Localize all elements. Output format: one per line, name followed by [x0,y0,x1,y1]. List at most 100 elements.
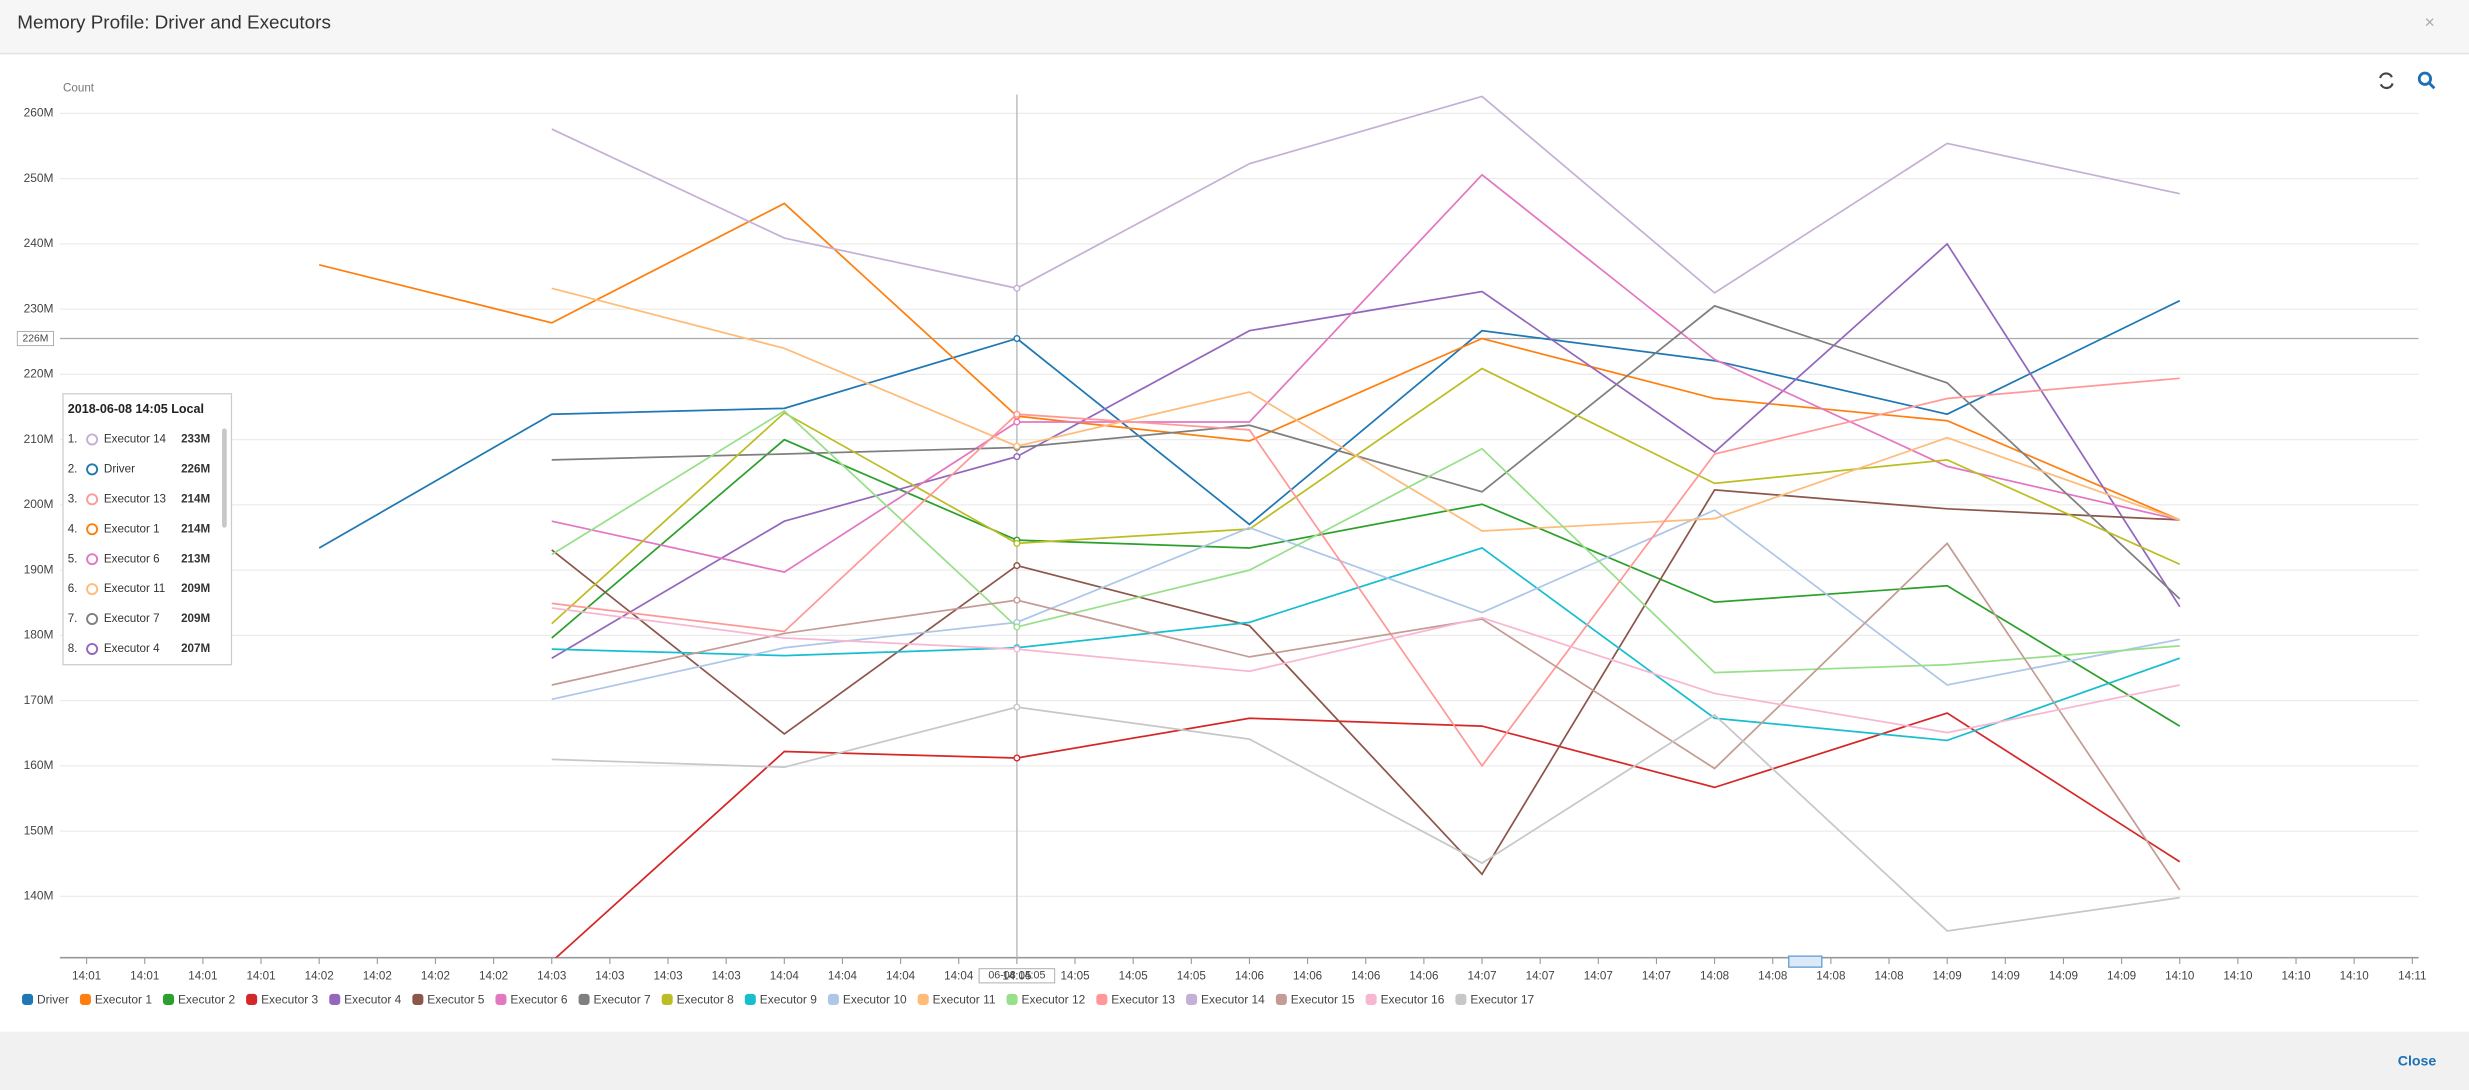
hover-point [1013,645,1021,653]
series-line [551,547,2181,742]
x-tick-label: 14:04 [944,970,974,983]
x-tick-label: 14:08 [1874,970,1903,983]
tooltip-value: 207M [181,642,210,655]
tooltip-value: 209M [181,582,210,595]
tooltip-value: 233M [181,433,210,446]
legend-swatch[interactable] [412,993,424,1005]
tooltip-marker [86,463,99,476]
hover-point [1013,539,1021,547]
y-tick-label: 260M [24,106,54,120]
x-tick-label: 14:10 [2165,970,2195,983]
x-tick-label: 14:08 [1758,970,1787,983]
tooltip-name: Driver [104,462,135,475]
legend-swatch[interactable] [22,993,34,1005]
legend-swatch[interactable] [79,993,91,1005]
legend-swatch[interactable] [1006,993,1018,1005]
tooltip-marker [86,523,99,536]
tooltip: 2018-06-08 14:05 Local 1. Executor 14 233M 2… [62,393,233,666]
legend-swatch[interactable] [1096,993,1108,1005]
close-icon[interactable]: × [2425,12,2435,32]
header [0,0,2469,54]
overlay: 06-08 14:05 Driver Executor 1 Executor 2 Exe… [22,393,1534,1006]
x-tick-label: 14:06 [1409,970,1438,983]
x-tick-label: 14:05 [1060,970,1089,983]
series-line [551,706,2180,932]
tooltip-rank: 4. [68,522,78,535]
x-tick-label: 14:06 [1351,970,1380,983]
legend-swatch[interactable] [917,993,929,1005]
legend-label[interactable]: Executor 8 [677,992,734,1006]
refresh-icon[interactable] [2378,72,2394,90]
legend-swatch[interactable] [744,993,756,1005]
legend-label[interactable]: Executor 7 [594,992,651,1006]
hover-point [1013,754,1021,762]
legend-label[interactable]: Executor 13 [1111,992,1175,1006]
legend-label[interactable]: Executor 15 [1291,992,1355,1006]
close-button[interactable]: Close [2398,1053,2437,1069]
legend-label[interactable]: Executor 5 [427,992,484,1006]
legend-swatch[interactable] [1275,993,1287,1005]
series-line [551,542,2181,891]
y-tick-label: 160M [24,758,54,772]
tooltip-rank: 2. [68,462,78,475]
x-tick-label: 14:02 [421,970,450,983]
legend-label[interactable]: Executor 9 [760,992,817,1006]
x-tick-label: 14:07 [1526,970,1555,983]
legend-label[interactable]: Executor 11 [933,992,996,1006]
x-tick-label: 14:02 [305,970,334,983]
series-line [551,304,2181,600]
legend-swatch[interactable] [1186,993,1198,1005]
tooltip-name: Executor 4 [104,642,160,655]
y-tick-label: 230M [24,301,54,315]
series-line [551,367,2181,625]
dialog-title: Memory Profile: Driver and Executors [17,13,331,34]
x-tick-label: 14:11 [2398,970,2426,983]
legend-swatch[interactable] [1365,993,1377,1005]
x-tick-label: 14:03 [653,970,682,983]
tooltip-rank: 1. [68,433,78,446]
legend-label[interactable]: Executor 4 [344,992,401,1006]
legend-swatch[interactable] [329,993,341,1005]
legend-label[interactable]: Executor 14 [1201,992,1265,1006]
x-tick-label: 14:03 [537,970,566,983]
legend-label[interactable]: Executor 3 [261,992,318,1006]
legend-label[interactable]: Executor 12 [1022,992,1086,1006]
x-tick-label: 14:06 [1293,970,1322,983]
legend-swatch[interactable] [495,993,507,1005]
x-tick-label: 14:02 [363,970,392,983]
legend-swatch[interactable] [163,993,175,1005]
tooltip-rank: 5. [68,552,78,565]
plot-area [59,94,2419,958]
tooltip-marker [86,553,99,566]
series-line [551,287,2181,532]
legend-label[interactable]: Executor 16 [1381,992,1445,1006]
crosshair-y-box [16,330,55,347]
legend-label[interactable]: Executor 17 [1470,992,1534,1006]
hover-point [1013,442,1021,450]
y-tick-label: 150M [24,823,54,837]
y-tick-label: 190M [24,562,54,576]
legend-label[interactable]: Executor 6 [510,992,567,1006]
legend-swatch[interactable] [578,993,590,1005]
legend-swatch[interactable] [827,993,839,1005]
tooltip-value: 214M [181,492,210,505]
legend-label[interactable]: Executor 2 [178,992,235,1006]
legend-label[interactable]: Executor 1 [95,992,152,1006]
x-tick-label: 14:07 [1584,970,1613,983]
legend-swatch[interactable] [661,993,673,1005]
legend-label[interactable]: Driver [37,992,69,1006]
legend-swatch[interactable] [246,993,258,1005]
legend-swatch[interactable] [1455,993,1467,1005]
y-tick-label: 250M [24,171,54,185]
x-tick-label: 14:01 [130,970,159,983]
series-line [551,607,2180,734]
x-tick-label: 14:04 [886,970,916,983]
zoom-icon[interactable] [2417,71,2436,90]
series-line [551,509,2180,701]
hover-point [1013,453,1021,461]
range-handle[interactable] [1788,955,1823,968]
tooltip-name: Executor 1 [104,522,160,535]
legend-label[interactable]: Executor 10 [843,992,907,1006]
hover-point [1013,623,1021,631]
